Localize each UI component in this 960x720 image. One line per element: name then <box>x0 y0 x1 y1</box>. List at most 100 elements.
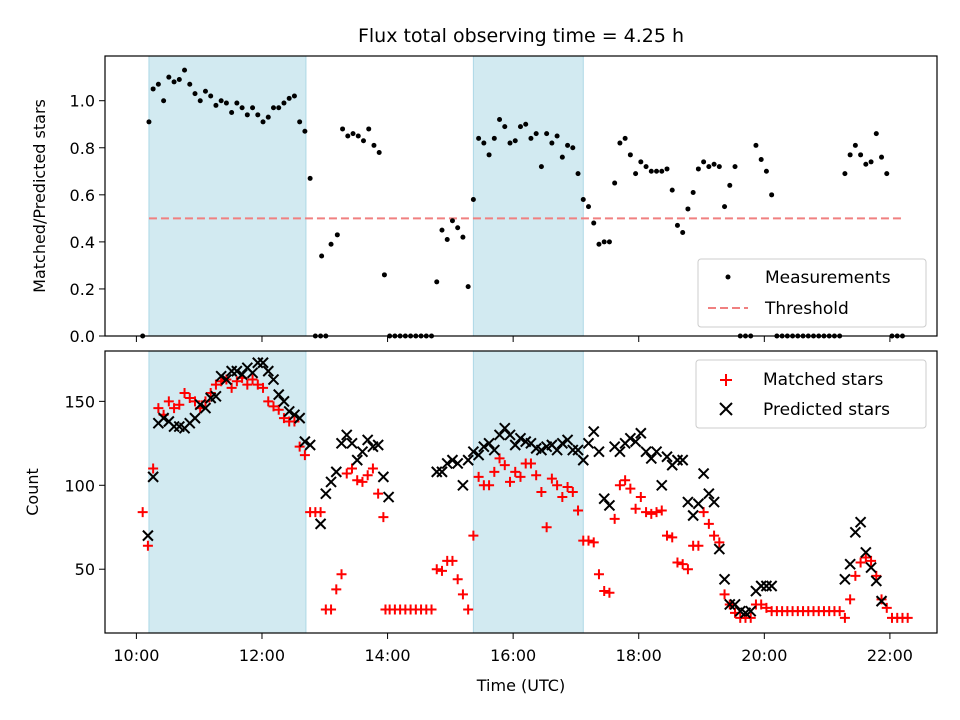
measurement-point <box>260 119 266 125</box>
predicted-star-point <box>588 425 600 438</box>
measurement-point <box>769 192 775 198</box>
measurement-point <box>376 149 382 155</box>
y-tick-label: 100 <box>64 476 95 495</box>
matched-star-point <box>557 492 568 503</box>
chart-title: Flux total observing time = 4.25 h <box>358 25 684 47</box>
measurement-point <box>434 279 440 285</box>
predicted-star-point <box>220 373 233 386</box>
measurement-point <box>533 131 539 137</box>
measurement-point <box>648 168 654 174</box>
measurement-point <box>476 135 482 141</box>
bottom-x-axis: 10:00 12:00 14:00 16:00 18:00 20:00 22:00 <box>113 633 913 665</box>
predicted-star-point <box>273 388 285 401</box>
predicted-star-point <box>635 427 647 439</box>
measurement-point <box>664 166 670 172</box>
predicted-star-point <box>215 370 227 382</box>
matched-star-point <box>672 557 683 568</box>
bottom-y-axis: 50 100 150 <box>64 392 105 579</box>
predicted-star-point <box>462 454 474 466</box>
matched-star-point <box>247 374 258 385</box>
matched-star-point <box>190 396 201 407</box>
matched-star-point <box>604 587 615 598</box>
y-tick-label: 1.0 <box>70 92 95 111</box>
legend-measurements-label: Measurements <box>765 268 891 288</box>
predicted-star-point <box>499 422 511 434</box>
matched-star-point <box>677 559 688 570</box>
y-tick-label: 0.2 <box>70 280 95 299</box>
top-legend-box <box>697 258 927 328</box>
measurement-point <box>727 182 733 188</box>
measurement-point <box>455 225 461 231</box>
matched-star-point <box>169 403 180 414</box>
measurement-point <box>166 74 172 80</box>
shaded-interval <box>472 350 584 634</box>
matched-star-point <box>609 513 620 524</box>
measurement-point <box>758 157 764 163</box>
matched-star-point <box>834 606 845 617</box>
predicted-star-point <box>567 444 579 456</box>
predicted-star-point <box>351 454 363 466</box>
predicted-star-point <box>457 479 469 491</box>
matched-star-point <box>426 604 437 615</box>
matched-star-point <box>468 530 479 541</box>
matched-star-point <box>289 416 300 427</box>
matched-star-point <box>258 382 269 393</box>
matched-star-point <box>184 393 195 403</box>
predicted-star-point <box>514 432 527 444</box>
predicted-star-point <box>697 467 710 480</box>
measurement-point <box>202 88 208 94</box>
matched-star-point <box>902 612 913 623</box>
predicted-star-point <box>624 432 637 444</box>
measurement-point <box>502 124 508 130</box>
predicted-star-point <box>865 561 877 574</box>
measurement-point <box>873 131 879 137</box>
measurement-point <box>192 91 198 97</box>
matched-star-point <box>839 612 850 623</box>
predicted-star-point <box>478 440 490 453</box>
measurement-point <box>606 239 612 245</box>
matched-star-point <box>698 507 709 518</box>
matched-star-point <box>294 441 305 452</box>
x-tick-label: 12:00 <box>239 646 285 665</box>
measurement-point <box>586 204 592 210</box>
predicted-star-point <box>582 437 595 450</box>
matched-star-point <box>431 564 442 575</box>
top-plot: 0.0 0.2 0.4 0.6 0.8 1.0 Matched/Predicted sta… <box>30 55 938 346</box>
predicted-star-point <box>431 466 443 478</box>
matched-star-point <box>614 480 625 491</box>
measurement-point <box>366 126 372 132</box>
predicted-star-point <box>645 452 658 465</box>
matched-star-point <box>226 382 237 393</box>
matched-star-point <box>242 379 253 390</box>
measurement-point <box>507 140 513 146</box>
measurement-point <box>674 222 680 228</box>
matched-star-point <box>163 396 174 407</box>
matched-star-point <box>494 453 505 464</box>
measurement-point <box>627 152 633 158</box>
matched-star-point <box>625 483 636 494</box>
matched-star-point <box>452 574 463 585</box>
measurement-point <box>711 161 717 167</box>
predicted-star-point <box>288 409 301 421</box>
measurement-point <box>497 117 503 123</box>
x-tick-label: 22:00 <box>867 646 913 665</box>
measurement-point <box>544 131 550 137</box>
matched-star-point <box>137 507 148 518</box>
predicted-star-point <box>252 357 264 369</box>
measurement-point <box>596 241 602 247</box>
y-tick-label: 150 <box>64 392 95 411</box>
measurement-point <box>297 119 303 125</box>
predicted-star-point <box>671 454 684 466</box>
x-axis-label: Time (UTC) <box>476 676 565 695</box>
matched-star-point <box>210 379 221 390</box>
predicted-star-point <box>335 437 348 450</box>
predicted-star-point <box>661 451 673 463</box>
measurement-point <box>223 100 229 106</box>
predicted-star-point <box>656 479 668 491</box>
measurement-point <box>250 105 256 111</box>
predicted-star-point <box>356 446 369 458</box>
measurement-point <box>350 131 356 137</box>
top-legend: Measurements Threshold <box>697 258 927 328</box>
predicted-star-point <box>246 367 259 379</box>
matched-star-point <box>505 476 516 487</box>
